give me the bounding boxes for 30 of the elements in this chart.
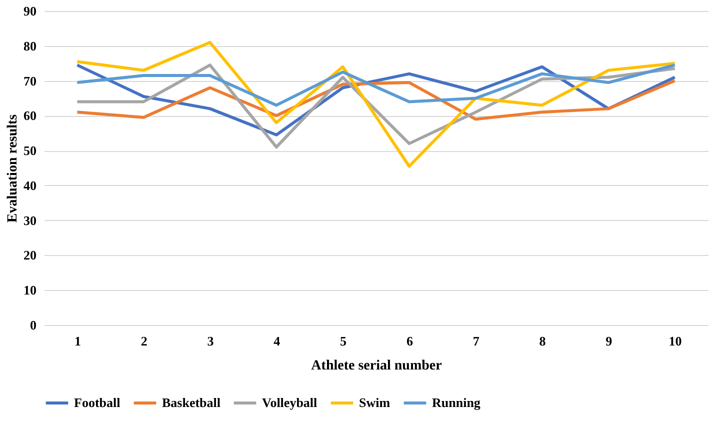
legend-label: Swim: [359, 395, 390, 410]
x-tick-label: 7: [472, 334, 480, 348]
y-tick-label: 60: [24, 108, 36, 124]
y-axis-title: Evaluation results: [6, 114, 20, 223]
y-tick-label: 10: [24, 282, 36, 298]
x-axis-title: Athlete serial number: [311, 358, 442, 374]
y-tick-label: 40: [24, 178, 36, 193]
legend-label: Volleyball: [262, 395, 318, 410]
x-tick-label: 2: [140, 334, 148, 348]
legend-label: Basketball: [162, 395, 221, 410]
x-tick-label: 3: [207, 334, 214, 348]
x-tick-label: 8: [539, 334, 546, 348]
line-series: [76, 64, 676, 107]
x-tick-label: 4: [274, 334, 281, 348]
y-tick-label: 80: [24, 38, 36, 54]
x-tick-label: 5: [340, 334, 348, 348]
legend-label: Football: [74, 395, 121, 410]
line-series: [76, 40, 676, 168]
y-tick-label: 0: [30, 318, 36, 332]
x-tick-label: 1: [74, 334, 81, 348]
y-tick-label: 50: [24, 143, 36, 158]
y-tick-label: 70: [24, 73, 36, 88]
x-tick-label: 10: [668, 334, 682, 348]
y-tick-label: 90: [24, 4, 36, 18]
x-tick-label: 6: [406, 334, 414, 348]
legend-label: Running: [432, 395, 481, 410]
y-tick-label: 20: [24, 248, 36, 263]
y-tick-label: 30: [24, 212, 36, 228]
line-series: [76, 79, 676, 121]
x-tick-label: 9: [606, 334, 613, 348]
